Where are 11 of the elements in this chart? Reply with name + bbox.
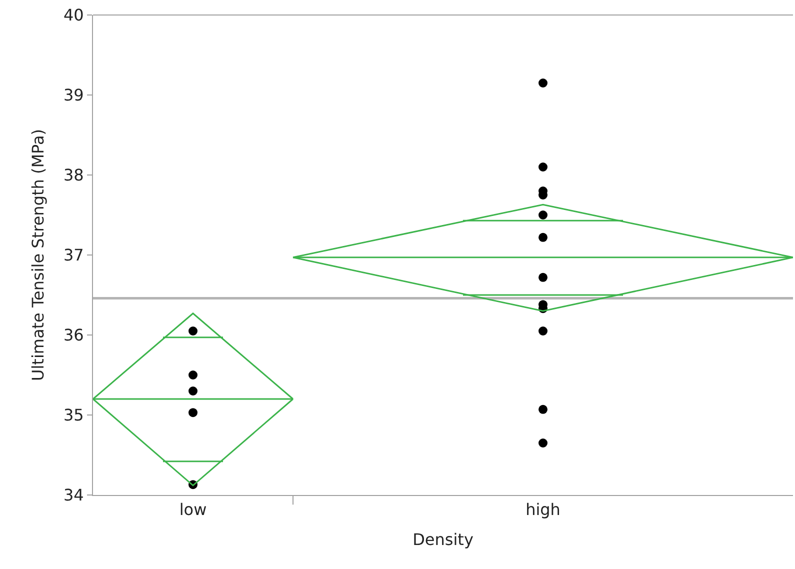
y-tick-label: 39 [63,86,84,105]
y-tick-label: 34 [63,486,84,505]
y-tick-label: 37 [63,246,84,265]
y-axis-title: Ultimate Tensile Strength (MPa) [28,129,48,381]
y-tick-label: 35 [63,406,84,425]
y-tick-label: 36 [63,326,84,345]
x-tick-label: low [179,500,207,520]
y-tick-label: 38 [63,166,84,185]
x-axis-title: Density [412,530,474,549]
y-tick-label: 40 [63,6,84,25]
x-tick-label: high [526,500,560,520]
